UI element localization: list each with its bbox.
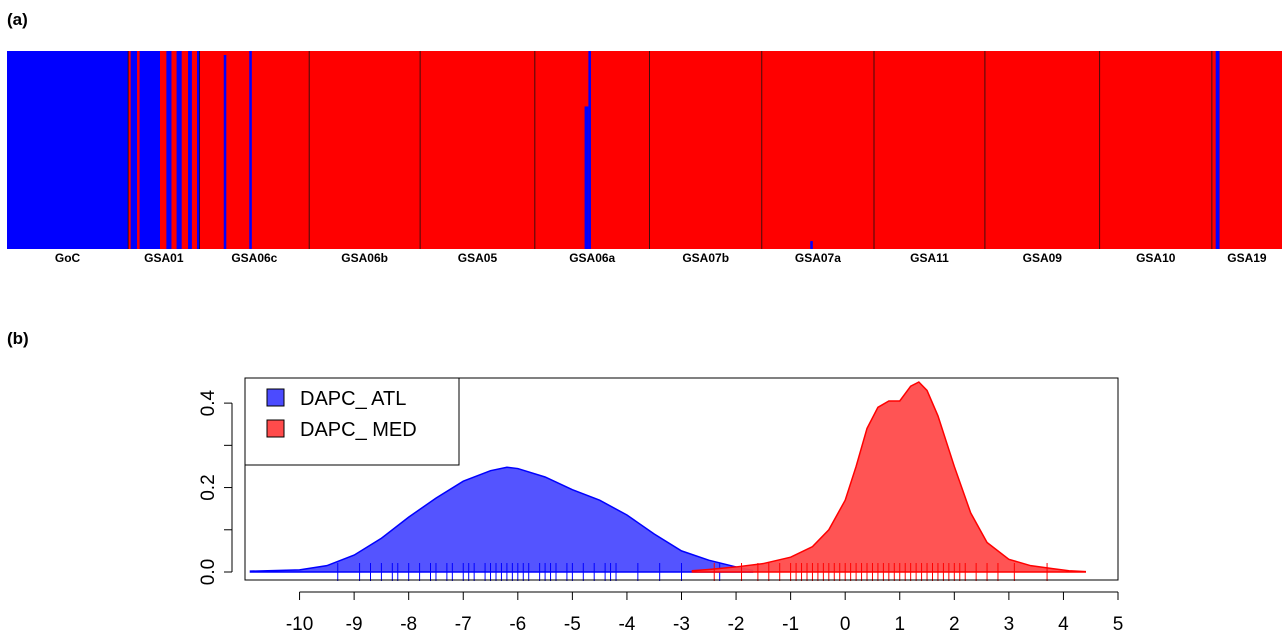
population-label: GSA06b [341, 251, 388, 265]
population-label: GSA06c [231, 251, 277, 265]
atl-ancestry-bar [196, 51, 200, 249]
x-tick-label: -4 [618, 614, 635, 631]
atl-ancestry-bar [810, 241, 813, 249]
structure-barplot: GoC GSA01 GSA06c GSA06b GSA05 GSA06a GSA07b GSA… [7, 51, 1282, 265]
atl-ancestry-bar [176, 51, 182, 249]
density-area-atl [249, 466, 754, 573]
y-tick-label: 0.0 [198, 559, 219, 585]
panel-b-label: (b) [7, 329, 29, 348]
density-area-med [691, 381, 1087, 573]
y-tick-label: 0.4 [198, 389, 219, 416]
atl-ancestry-bar [130, 51, 138, 249]
atl-ancestry-bar [584, 106, 589, 249]
x-tick-label: 5 [1113, 614, 1124, 631]
x-tick-label: 4 [1058, 614, 1069, 631]
population-label: GSA01 [144, 251, 184, 265]
atl-ancestry-bar [166, 51, 172, 249]
legend-swatch-med [266, 419, 285, 438]
population-label: GoC [55, 251, 81, 265]
population-label: GSA10 [1136, 251, 1176, 265]
x-tick-label: -1 [782, 614, 799, 631]
x-tick-label: -3 [673, 614, 690, 631]
atl-ancestry-bar [139, 51, 160, 249]
population-label: GSA19 [1227, 251, 1267, 265]
panel-a-label: (a) [7, 10, 28, 29]
legend-label-atl: DAPC_ ATL [300, 388, 406, 410]
legend-swatch-atl [266, 388, 285, 407]
population-label: GSA11 [910, 251, 949, 265]
x-tick-label: 2 [949, 614, 960, 631]
atl-ancestry-bar [588, 51, 591, 249]
population-label: GSA05 [458, 251, 498, 265]
plot-frame [244, 377, 1119, 581]
med-background-bar [7, 51, 1282, 249]
atl-ancestry-bar [223, 54, 227, 250]
population-label: GSA09 [1023, 251, 1063, 265]
x-tick-label: -5 [564, 614, 581, 631]
legend-label-med: DAPC_ MED [300, 419, 417, 441]
x-tick-label: -10 [286, 614, 313, 631]
atl-ancestry-bar [1215, 51, 1220, 249]
x-tick-label: -2 [728, 614, 745, 631]
x-tick-label: 1 [894, 614, 905, 631]
population-label: GSA07a [795, 251, 841, 265]
legend: DAPC_ ATL DAPC_ MED [244, 377, 460, 466]
atl-ancestry-bar [249, 51, 252, 249]
x-tick-label: -6 [509, 614, 526, 631]
x-tick-label: -7 [455, 614, 472, 631]
y-tick-label: 0.2 [198, 474, 219, 500]
population-label: GSA07b [682, 251, 729, 265]
atl-ancestry-bar [188, 51, 192, 249]
x-tick-label: -8 [400, 614, 417, 631]
x-tick-label: 0 [840, 614, 851, 631]
population-label: GSA06a [569, 251, 615, 265]
x-tick-label: 3 [1004, 614, 1015, 631]
x-tick-label: -9 [346, 614, 363, 631]
atl-ancestry-bar [7, 51, 129, 249]
